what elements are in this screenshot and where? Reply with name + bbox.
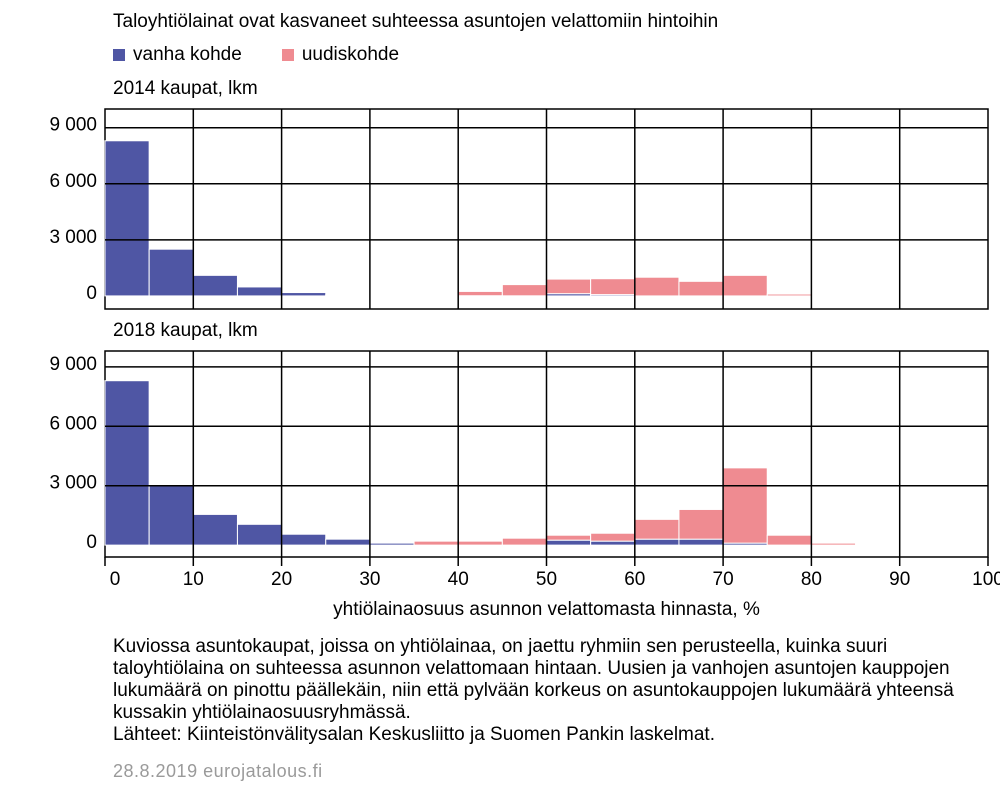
chart-title: Taloyhtiölainat ovat kasvaneet suhteessa… <box>113 11 719 32</box>
y-tick-label-2018-3000: 3 000 <box>49 473 97 494</box>
bar-2018-vanha-50 <box>546 539 592 546</box>
bar-2018-uudis-55 <box>590 532 636 542</box>
legend: vanha kohde uudiskohde <box>113 44 399 66</box>
y-tick-label-2018-0: 0 <box>86 532 97 553</box>
y-tick-label-2014-6000: 6 000 <box>49 171 97 192</box>
bar-2014-uudis-50 <box>546 278 592 295</box>
bar-2018-vanha-30 <box>369 542 415 546</box>
bar-2018-vanha-10 <box>192 513 238 546</box>
bar-2018-uudis-35 <box>413 540 459 546</box>
bar-2018-uudis-40 <box>457 540 503 546</box>
bar-2014-uudis-70 <box>722 274 768 297</box>
bar-2018-uudis-70 <box>722 467 768 544</box>
x-tick-label-30: 30 <box>359 569 380 590</box>
bar-2018-vanha-60 <box>634 538 680 546</box>
bar-2018-vanha-15 <box>236 523 283 546</box>
x-tick-label-0: 0 <box>110 569 121 590</box>
y-tick-label-2014-0: 0 <box>86 283 97 304</box>
x-tick-label-90: 90 <box>889 569 910 590</box>
caption: Kuviossa asuntokaupat, joissa on yhtiöla… <box>113 636 983 746</box>
legend-item-uudiskohde: uudiskohde <box>281 44 400 66</box>
bar-2018-uudis-80 <box>810 542 857 546</box>
bar-2018-vanha-0 <box>104 380 150 546</box>
caption-text: Kuviossa asuntokaupat, joissa on yhtiöla… <box>113 636 954 723</box>
bar-2018-vanha-65 <box>678 538 724 546</box>
bar-2014-uudis-40 <box>457 290 503 297</box>
bar-2018-vanha-55 <box>590 540 636 546</box>
x-tick-label-80: 80 <box>801 569 822 590</box>
bar-2018-uudis-45 <box>501 537 548 546</box>
bar-2014-vanha-30 <box>369 294 415 297</box>
x-tick-label-70: 70 <box>713 569 734 590</box>
bar-2018-uudis-60 <box>634 518 680 540</box>
x-axis-label: yhtiölainaosuus asunnon velattomasta hin… <box>333 599 760 620</box>
bar-2014-vanha-20 <box>281 292 327 297</box>
y-tick-label-2018-9000: 9 000 <box>49 354 97 375</box>
bar-2014-vanha-10 <box>192 274 238 297</box>
bar-2018-vanha-25 <box>325 538 371 546</box>
bar-2014-uudis-45 <box>501 284 548 297</box>
bar-2014-uudis-75 <box>766 293 812 297</box>
x-tick-label-20: 20 <box>271 569 292 590</box>
y-tick-label-2018-6000: 6 000 <box>49 413 97 434</box>
x-tick-label-50: 50 <box>536 569 557 590</box>
chart-area: 0 3 000 6 000 9 000 0 3 000 6 000 9 000 0 10 20 30 4… <box>49 108 1000 620</box>
bar-2014-vanha-25 <box>325 294 371 297</box>
bar-2018-uudis-50 <box>546 534 592 541</box>
caption-source: Lähteet: Kiinteistönvälitysalan Keskusli… <box>113 724 715 745</box>
legend-swatch-vanha-kohde <box>113 49 125 61</box>
bar-2018-vanha-5 <box>148 485 194 546</box>
bar-2014-vanha-15 <box>236 286 283 297</box>
bar-2014-uudis-55 <box>590 278 636 296</box>
legend-label-uudiskohde: uudiskohde <box>301 44 400 65</box>
bar-2014-uudis-65 <box>678 280 724 297</box>
bar-2018-vanha-20 <box>281 533 327 546</box>
legend-item-vanha-kohde: vanha kohde <box>113 44 242 66</box>
x-tick-label-100: 100 <box>972 569 1000 590</box>
x-tick-label-60: 60 <box>624 569 645 590</box>
subtitle-2014: 2014 kaupat, lkm <box>113 78 258 99</box>
y-tick-label-2014-3000: 3 000 <box>49 227 97 248</box>
bar-2014-uudis-60 <box>634 276 680 297</box>
bar-2014-vanha-5 <box>148 248 194 297</box>
bar-2018-uudis-65 <box>678 508 724 540</box>
legend-swatch-uudiskohde <box>281 49 294 61</box>
x-tick-label-10: 10 <box>183 569 204 590</box>
bar-2018-uudis-75 <box>766 534 812 546</box>
date-site-stamp: 28.8.2019 eurojatalous.fi <box>113 761 323 781</box>
legend-label-vanha-kohde: vanha kohde <box>133 44 242 65</box>
y-tick-label-2014-9000: 9 000 <box>49 115 97 136</box>
bar-2014-vanha-0 <box>104 140 150 297</box>
subtitle-2018: 2018 kaupat, lkm <box>113 320 258 341</box>
x-tick-label-40: 40 <box>448 569 469 590</box>
